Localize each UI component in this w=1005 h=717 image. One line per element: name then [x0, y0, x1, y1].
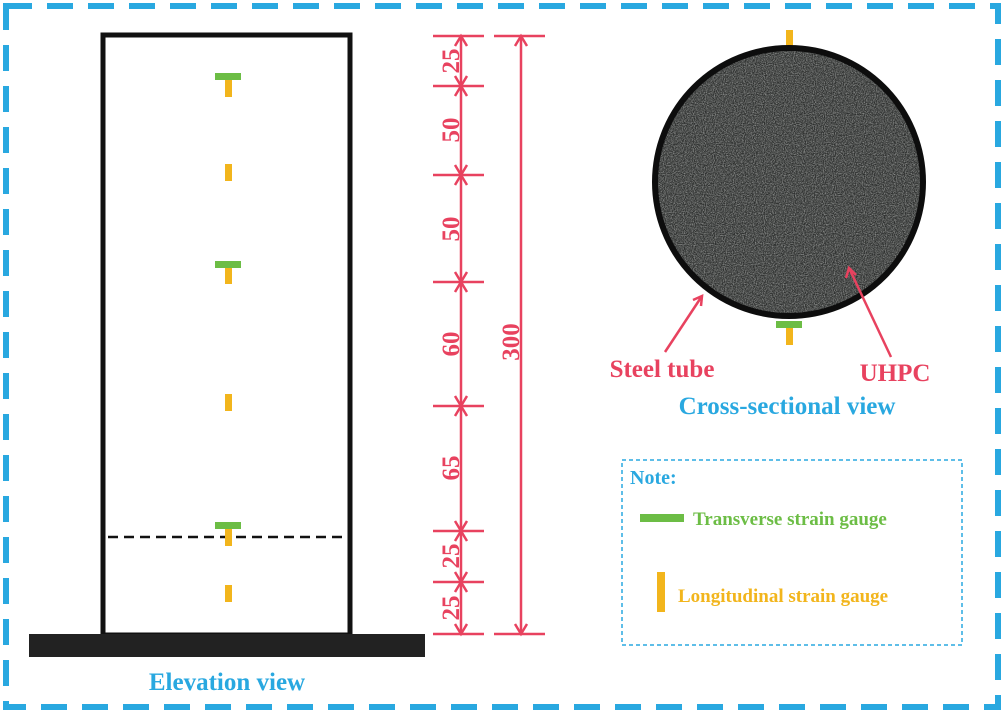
segment-label: 25 — [438, 49, 465, 74]
outer-frame — [3, 3, 1001, 710]
transverse-gauge-legend-symbol — [640, 514, 684, 522]
uhpc-label: UHPC — [860, 360, 931, 387]
cross-section-caption: Cross-sectional view — [679, 393, 896, 420]
arrowhead — [453, 172, 469, 186]
dimension-labels: 25 50 50 60 65 25 25 300 — [438, 49, 525, 621]
arrowhead — [453, 33, 469, 47]
arrowhead — [453, 279, 469, 293]
longitudinal-gauge — [225, 80, 232, 97]
base-plate — [29, 634, 425, 657]
longitudinal-gauge — [225, 268, 232, 284]
arrowhead — [692, 293, 704, 307]
segment-label: 25 — [438, 544, 465, 569]
note-title: Note: — [630, 467, 677, 489]
longitudinal-gauge — [225, 164, 232, 181]
elevation-view: Elevation view — [29, 32, 425, 696]
longitudinal-gauge-legend-symbol — [657, 572, 665, 612]
transverse-gauge — [215, 73, 241, 80]
gauge-set-middle — [215, 261, 241, 284]
note-box: Note: Transverse strain gauge Longitudin… — [621, 459, 963, 646]
arrowhead — [513, 33, 529, 47]
arrowhead — [453, 83, 469, 97]
steel-tube-label: Steel tube — [610, 356, 715, 383]
longitudinal-gauge — [786, 328, 793, 345]
transverse-gauge — [215, 261, 241, 268]
longitudinal-gauge — [225, 394, 232, 411]
transverse-gauge — [776, 321, 802, 328]
arrowhead — [453, 528, 469, 542]
uhpc-leader — [847, 267, 893, 358]
transverse-gauge-legend-label: Transverse strain gauge — [693, 509, 887, 530]
arrowhead — [844, 265, 857, 279]
cross-section-view: Steel tube UHPC Cross-sectional view — [610, 30, 931, 420]
steel-tube-leader — [663, 295, 704, 353]
uhpc-texture — [655, 48, 923, 316]
longitudinal-gauge — [786, 30, 793, 47]
longitudinal-gauge — [225, 529, 232, 546]
segment-label: 25 — [438, 596, 465, 621]
longitudinal-gauge — [225, 585, 232, 602]
gauge-set-lower — [215, 522, 241, 546]
total-label: 300 — [498, 323, 525, 361]
segment-label: 50 — [438, 217, 465, 242]
gauge-set-top — [215, 73, 241, 97]
segment-label: 50 — [438, 118, 465, 143]
arrowhead — [453, 403, 469, 417]
steel-tube — [652, 45, 926, 319]
arrowhead — [453, 623, 469, 637]
arrowhead — [453, 579, 469, 593]
note-frame — [621, 459, 963, 646]
transverse-gauge — [215, 522, 241, 529]
arrowhead — [513, 623, 529, 637]
segment-label: 60 — [438, 332, 465, 357]
longitudinal-gauge-legend-label: Longitudinal strain gauge — [678, 586, 888, 607]
elevation-caption: Elevation view — [149, 669, 305, 696]
segment-label: 65 — [438, 456, 465, 481]
dimension-chain — [433, 33, 545, 637]
